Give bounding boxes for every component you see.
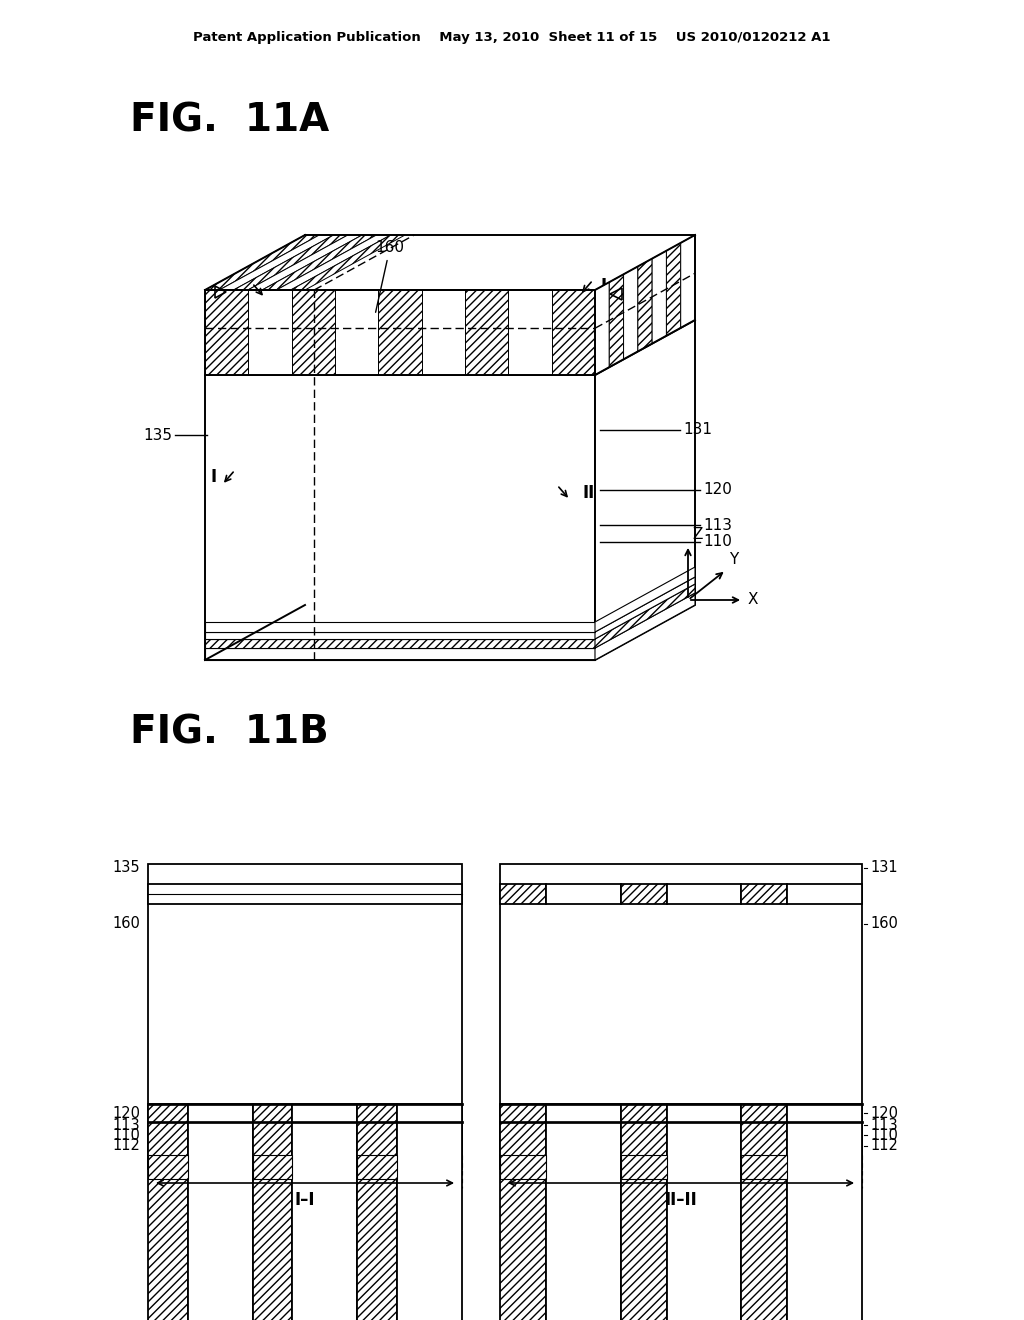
Polygon shape (552, 290, 595, 375)
Bar (148, 1140, 462, 1151)
Polygon shape (595, 577, 695, 639)
Text: 113: 113 (870, 1118, 898, 1133)
Polygon shape (205, 235, 319, 290)
Bar (500, 865, 862, 1155)
Polygon shape (638, 259, 652, 351)
Text: 112: 112 (870, 1138, 898, 1154)
Bar (546, 884, 621, 904)
Text: Z: Z (692, 527, 702, 543)
Polygon shape (205, 290, 249, 375)
Bar (357, 1155, 397, 1179)
Bar (148, 865, 462, 1155)
Polygon shape (205, 622, 595, 632)
Text: 113: 113 (703, 517, 732, 532)
Polygon shape (276, 235, 391, 290)
Polygon shape (595, 593, 695, 660)
Bar (148, 884, 462, 904)
Bar (148, 1155, 187, 1179)
Bar (187, 1104, 253, 1320)
Polygon shape (219, 235, 334, 290)
Bar (741, 1155, 787, 1179)
Bar (500, 1155, 862, 1170)
Bar (253, 1155, 293, 1179)
Polygon shape (249, 290, 292, 375)
Text: 135: 135 (143, 428, 172, 442)
Text: 110: 110 (870, 1127, 898, 1143)
Bar (500, 1140, 862, 1151)
Text: X: X (748, 593, 759, 607)
Bar (546, 1104, 621, 1320)
Text: II: II (582, 484, 594, 502)
Bar (500, 884, 546, 904)
Text: 160: 160 (870, 916, 898, 932)
Bar (148, 1131, 462, 1140)
Text: 160: 160 (112, 916, 140, 932)
Text: 135: 135 (113, 861, 140, 875)
Bar (667, 1104, 741, 1320)
Text: 120: 120 (870, 1106, 898, 1121)
Bar (500, 1131, 862, 1140)
Text: II: II (230, 281, 243, 300)
Text: 113: 113 (113, 1118, 140, 1133)
Bar (253, 1104, 293, 1320)
Polygon shape (652, 251, 667, 343)
Polygon shape (595, 319, 695, 660)
Polygon shape (465, 290, 508, 375)
Bar (293, 1104, 357, 1320)
Polygon shape (291, 235, 406, 290)
Text: 110: 110 (112, 1127, 140, 1143)
Bar (667, 884, 741, 904)
Polygon shape (335, 290, 378, 375)
Polygon shape (378, 290, 422, 375)
Text: II–II: II–II (665, 1191, 697, 1209)
Text: FIG.  11A: FIG. 11A (130, 102, 330, 139)
Text: 120: 120 (703, 483, 732, 498)
Text: 120: 120 (112, 1106, 140, 1121)
Polygon shape (681, 235, 695, 327)
Bar (500, 1122, 862, 1140)
Polygon shape (595, 583, 695, 648)
Text: FIG.  11B: FIG. 11B (130, 714, 329, 752)
Polygon shape (262, 235, 377, 290)
Polygon shape (508, 290, 552, 375)
Text: I: I (600, 277, 606, 294)
Text: I–I: I–I (295, 1191, 315, 1209)
Polygon shape (205, 648, 595, 660)
Bar (741, 1104, 787, 1320)
Polygon shape (609, 275, 624, 367)
Bar (357, 1104, 397, 1320)
Polygon shape (248, 235, 362, 290)
Bar (500, 1155, 546, 1179)
Text: I: I (211, 469, 217, 486)
Bar (148, 1122, 462, 1140)
Polygon shape (205, 632, 595, 639)
Text: Patent Application Publication    May 13, 2010  Sheet 11 of 15    US 2010/012021: Patent Application Publication May 13, 2… (194, 32, 830, 45)
Text: 131: 131 (870, 861, 898, 875)
Polygon shape (422, 290, 465, 375)
Text: 160: 160 (376, 240, 404, 313)
Text: 112: 112 (112, 1138, 140, 1154)
Polygon shape (292, 290, 335, 375)
Polygon shape (233, 235, 348, 290)
Bar (500, 1104, 546, 1320)
Text: 131: 131 (683, 422, 712, 437)
Text: Y: Y (729, 552, 738, 568)
Polygon shape (205, 375, 595, 660)
Bar (148, 1155, 462, 1170)
Polygon shape (667, 243, 681, 335)
Bar (741, 884, 787, 904)
Bar (148, 1104, 187, 1320)
Bar (787, 884, 862, 904)
Bar (621, 1104, 667, 1320)
Text: 110: 110 (703, 535, 732, 549)
Bar (621, 1155, 667, 1179)
Polygon shape (205, 639, 595, 648)
Polygon shape (595, 568, 695, 632)
Bar (787, 1104, 862, 1320)
Bar (621, 884, 667, 904)
Polygon shape (595, 282, 609, 375)
Bar (397, 1104, 462, 1320)
Polygon shape (624, 267, 638, 359)
